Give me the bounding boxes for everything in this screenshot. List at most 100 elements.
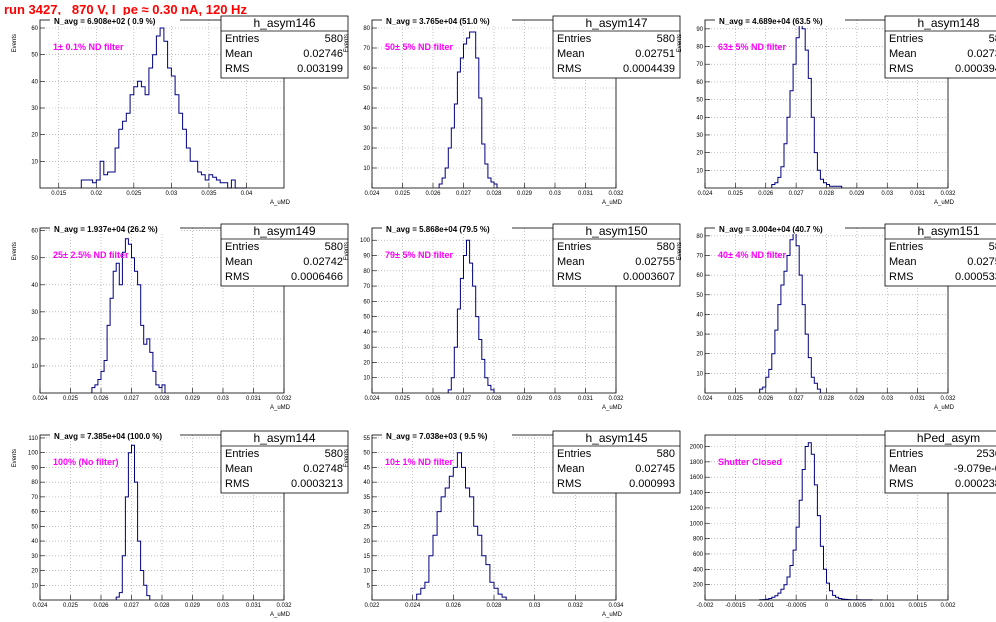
y-tick-label: 30 (363, 345, 370, 351)
stats-mean-value: 0.02746 (303, 48, 343, 60)
stats-rms-label: RMS (557, 271, 581, 283)
x-tick-label: 0.022 (364, 603, 380, 609)
stats-entries-value: 580 (325, 241, 343, 253)
y-tick-label: 30 (696, 332, 703, 338)
x-tick-label: 0.015 (51, 191, 67, 197)
stats-mean-label: Mean (225, 463, 253, 475)
x-axis-title: A_uMD (602, 405, 623, 411)
stats-box (220, 15, 349, 79)
y-tick-label: 30 (31, 310, 38, 316)
x-tick-label: 0.027 (124, 396, 140, 402)
filter-label: 50± 5% ND filter (385, 42, 453, 52)
stats-entries-value: 580 (657, 241, 675, 253)
y-tick-label: 20 (696, 352, 703, 358)
navg-box (715, 15, 845, 26)
x-tick-label: 0.032 (608, 396, 624, 402)
x-tick-label: 0.026 (758, 396, 774, 402)
histogram-bars (91, 238, 166, 393)
x-tick-label: 0.029 (517, 396, 533, 402)
x-tick-label: 0.032 (276, 396, 292, 402)
stats-mean-label: Mean (889, 48, 917, 60)
stats-entries-value: 580 (989, 33, 996, 45)
stats-entries-label: Entries (557, 241, 592, 253)
filter-label: Shutter Closed (718, 457, 782, 467)
navg-label: N_avg = 3.004e+04 (40.7 %) (719, 225, 823, 234)
stats-entries-value: 580 (325, 448, 343, 460)
y-tick-label: 40 (363, 480, 370, 486)
stats-box (220, 430, 349, 494)
filter-label: 79± 5% ND filter (385, 250, 453, 260)
plot-frame (704, 434, 949, 601)
navg-box (382, 223, 512, 234)
y-tick-label: 15 (363, 554, 370, 560)
y-tick-label: 10 (363, 569, 370, 575)
x-tick-label: 0.031 (910, 191, 926, 197)
x-tick-label: -0.0015 (725, 603, 746, 609)
x-tick-label: 0.04 (241, 191, 253, 197)
navg-box (382, 430, 512, 441)
y-tick-label: 60 (363, 299, 370, 305)
stats-rms-value: 0.0006466 (291, 271, 343, 283)
stats-title: h_asym151 (917, 224, 979, 238)
histogram-panel-h_asym149: 0.024 0.025 0.026 0.027 0.028 0.029 0.03 0.031 0… (12, 223, 349, 411)
y-axis-title: Events (12, 242, 18, 260)
x-tick-label: 0.026 (93, 603, 109, 609)
navg-box (50, 430, 180, 441)
x-tick-label: 0.025 (728, 191, 744, 197)
y-tick-label: 90 (31, 465, 38, 471)
y-tick-label: 10 (696, 371, 703, 377)
stats-entries-label: Entries (557, 448, 592, 460)
y-tick-label: 5 (367, 583, 371, 589)
histogram-panel-h_asym146: 0.015 0.02 0.025 0.03 0.035 0.04 10 20 30 40 50 60 E… (12, 15, 349, 206)
stats-mean-value: 0.02742 (303, 256, 343, 268)
x-tick-label: 0.025 (126, 191, 142, 197)
x-tick-label: 0.029 (185, 603, 201, 609)
y-tick-label: 30 (31, 554, 38, 560)
stats-mean-label: Mean (225, 256, 253, 268)
stats-mean-label: Mean (889, 463, 917, 475)
stats-rms-label: RMS (557, 63, 581, 75)
x-tick-label: 0.031 (246, 396, 262, 402)
stats-mean-value: 0.02753 (967, 256, 996, 268)
y-tick-label: 20 (31, 133, 38, 139)
x-tick-label: 0.024 (364, 191, 380, 197)
x-tick-label: 0.03 (217, 603, 229, 609)
stats-mean-value: 0.02755 (635, 256, 675, 268)
x-tick-label: 0.002 (940, 603, 956, 609)
y-tick-label: 50 (363, 86, 370, 92)
x-tick-label: 0.034 (608, 603, 624, 609)
y-tick-label: 40 (363, 106, 370, 112)
x-tick-label: 0.0005 (848, 603, 867, 609)
y-tick-label: 1800 (690, 460, 704, 466)
y-tick-label: 45 (363, 465, 370, 471)
histogram-bars (771, 24, 843, 188)
stats-mean-label: Mean (889, 256, 917, 268)
stats-title: h_asym150 (585, 224, 647, 238)
filter-label: 100% (No filter) (53, 457, 119, 467)
histogram-panel-hPed_asym: -0.002 -0.0015 -0.001 -0.0005 0 0.0005 0.001 0.… (690, 430, 996, 609)
y-tick-label: 70 (696, 254, 703, 260)
y-axis-title: Events (344, 34, 350, 52)
x-axis-title: A_uMD (934, 200, 955, 206)
y-tick-label: 60 (31, 229, 38, 235)
y-axis-title: Events (677, 34, 683, 52)
run-title: run 3427, 870 V, I_pe ≈ 0.30 nA, 120 Hz (4, 2, 247, 17)
x-tick-label: 0.031 (910, 396, 926, 402)
y-tick-label: 60 (31, 510, 38, 516)
y-axis-title: Events (344, 449, 350, 467)
y-tick-label: 50 (363, 451, 370, 457)
x-tick-label: 0.03 (217, 396, 229, 402)
x-tick-label: 0.032 (940, 396, 956, 402)
x-tick-label: 0.032 (608, 191, 624, 197)
navg-box (382, 15, 512, 26)
histogram-panel-h_asym151: 0.024 0.025 0.026 0.027 0.028 0.029 0.03 0.031 0… (677, 223, 996, 411)
y-tick-label: 80 (696, 234, 703, 240)
y-axis-title: Events (12, 449, 18, 467)
x-tick-label: 0.02 (90, 191, 102, 197)
x-tick-label: 0 (825, 603, 829, 609)
stats-rms-value: 0.003199 (297, 63, 343, 75)
y-tick-label: 40 (31, 79, 38, 85)
x-tick-label: 0.032 (568, 603, 584, 609)
x-tick-label: 0.024 (697, 396, 713, 402)
x-tick-label: 0.027 (456, 191, 472, 197)
